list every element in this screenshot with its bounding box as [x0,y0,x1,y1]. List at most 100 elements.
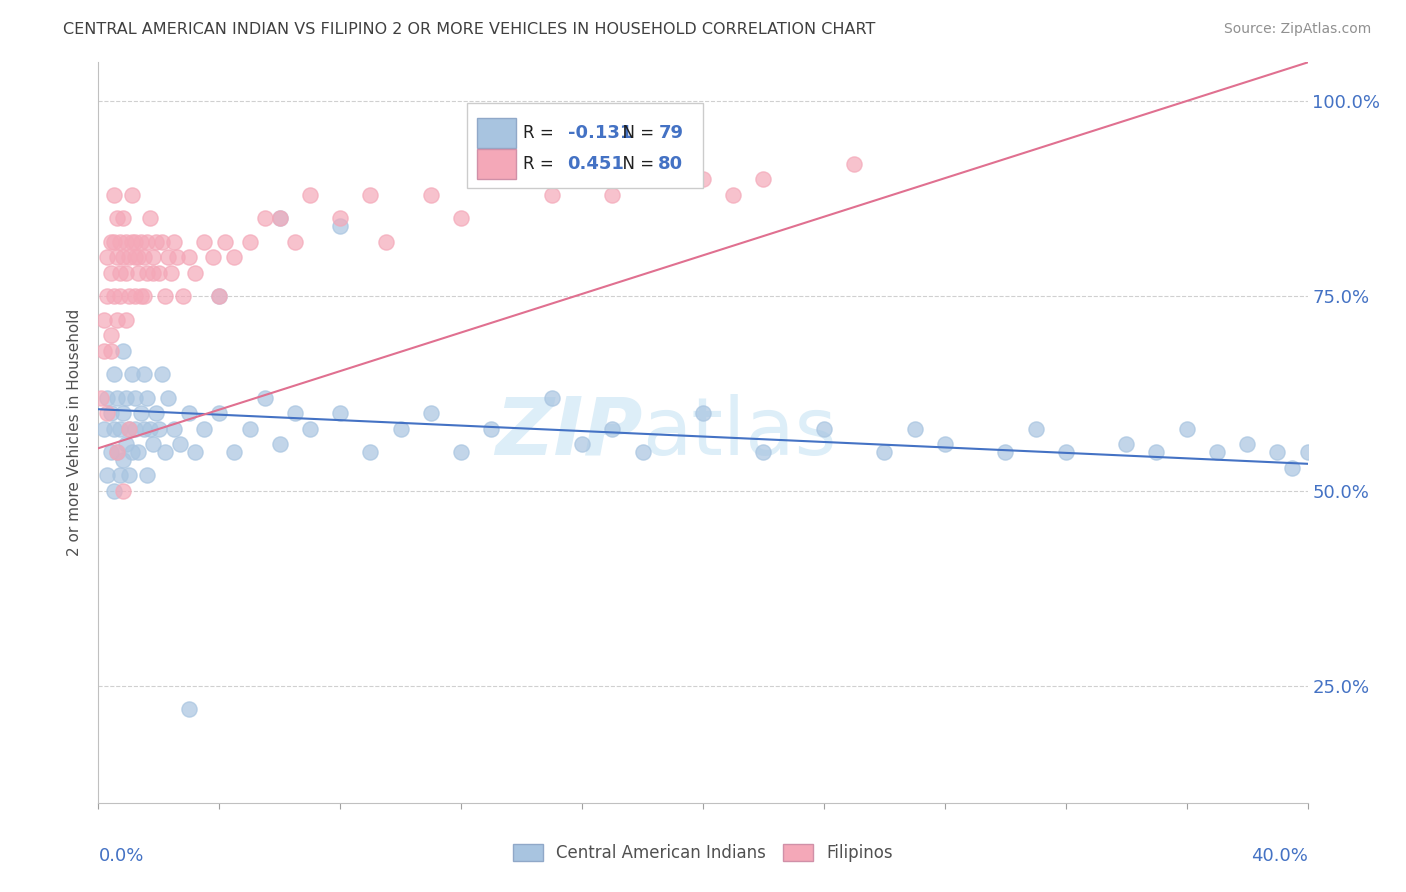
Point [129,406,152,420]
Point [179,406,201,420]
Point [1281,460,1303,475]
Point [214,235,236,249]
Point [103,289,125,303]
Point [114,266,136,280]
Point [723,188,745,202]
Point [100,266,122,280]
Text: 79: 79 [658,124,683,142]
Point [118,468,141,483]
Point [153,445,176,459]
Point [239,235,262,249]
Point [1236,437,1258,451]
Point [124,422,146,436]
Point [169,437,191,451]
Point [269,211,291,226]
Point [127,266,149,280]
Point [239,422,262,436]
Point [100,445,122,459]
Point [118,422,141,436]
Point [118,422,141,436]
Point [481,422,503,436]
Point [129,289,152,303]
Point [166,250,188,264]
Point [114,437,136,451]
Point [132,422,155,436]
Point [124,235,146,249]
Point [90,391,112,405]
Point [389,422,412,436]
Point [118,289,141,303]
Point [142,437,165,451]
Point [135,235,157,249]
Point [329,406,352,420]
Point [329,211,352,226]
Text: ZIP: ZIP [495,393,643,472]
Point [156,391,179,405]
Text: N =: N = [613,155,659,173]
Point [127,250,149,264]
Point [105,250,128,264]
Point [108,289,131,303]
Point [202,250,225,264]
Point [105,312,128,326]
Point [184,445,207,459]
Point [111,250,134,264]
Point [111,453,134,467]
Point [100,235,122,249]
Point [135,266,157,280]
Point [129,235,152,249]
Point [111,406,134,420]
Point [269,211,291,226]
Point [111,211,134,226]
Text: Source: ZipAtlas.com: Source: ZipAtlas.com [1223,22,1371,37]
Point [93,343,115,358]
Point [121,445,143,459]
Point [1296,445,1319,459]
Point [118,250,141,264]
Point [105,445,128,459]
Text: 40.0%: 40.0% [1251,847,1308,865]
Point [103,367,125,381]
Y-axis label: 2 or more Vehicles in Household: 2 or more Vehicles in Household [67,309,83,557]
Point [193,235,215,249]
Point [631,445,654,459]
Point [269,437,291,451]
Point [105,391,128,405]
Point [108,266,131,280]
Point [224,445,246,459]
Point [299,422,322,436]
Point [208,289,231,303]
Point [96,468,118,483]
Point [571,437,593,451]
Point [108,468,131,483]
Point [108,235,131,249]
Point [692,172,714,186]
Point [692,406,714,420]
Point [145,406,167,420]
Point [132,367,155,381]
Point [813,422,835,436]
Text: CENTRAL AMERICAN INDIAN VS FILIPINO 2 OR MORE VEHICLES IN HOUSEHOLD CORRELATION : CENTRAL AMERICAN INDIAN VS FILIPINO 2 OR… [63,22,876,37]
Point [150,367,173,381]
Point [96,406,118,420]
Point [208,289,231,303]
Point [661,172,683,186]
Point [1267,445,1289,459]
Point [844,157,866,171]
FancyBboxPatch shape [477,149,516,178]
Point [540,391,562,405]
Point [284,235,307,249]
Legend: Central American Indians, Filipinos: Central American Indians, Filipinos [506,837,900,869]
Point [108,422,131,436]
Point [139,211,162,226]
Point [284,406,307,420]
Point [150,235,173,249]
Text: R =: R = [523,124,558,142]
Point [105,445,128,459]
Text: atlas: atlas [643,393,837,472]
Point [329,219,352,233]
Point [142,250,165,264]
Point [934,437,956,451]
Point [114,235,136,249]
Point [1175,422,1198,436]
